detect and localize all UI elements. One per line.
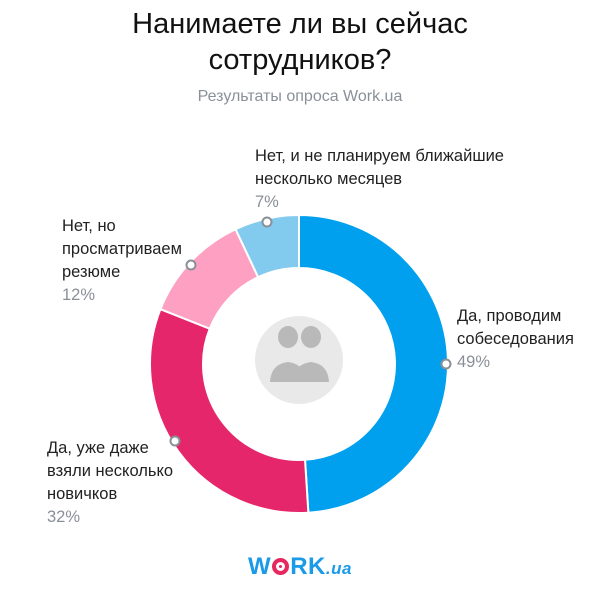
- slice-value-label: 12%: [62, 286, 96, 304]
- chart-subtitle: Результаты опроса Work.ua: [197, 88, 403, 105]
- slice-label-text: Нет, и не планируем ближайшие: [255, 147, 504, 165]
- slice-marker-dot: [185, 259, 197, 271]
- slice-label-not-planning: Нет, и не планируем ближайшие несколько …: [255, 145, 504, 214]
- slice-label-text: резюме: [62, 263, 121, 281]
- chart-title-line-1: Нанимаете ли вы сейчас: [132, 8, 468, 40]
- slice-label-text: собеседования: [457, 330, 574, 348]
- slice-marker-dot: [261, 216, 273, 228]
- two-people-icon: [255, 316, 343, 404]
- slice-marker-dot: [169, 435, 181, 447]
- slice-label-text: Нет, но: [62, 217, 116, 235]
- slice-label-text: взяли несколько: [47, 462, 174, 480]
- chart-title: Нанимаете ли вы сейчас сотрудников?: [0, 6, 600, 78]
- slice-label-hired: Да, уже даже взяли несколько новичков 32…: [47, 437, 173, 529]
- slice-label-text: Да, уже даже: [47, 439, 149, 457]
- slice-value-label: 7%: [255, 193, 279, 211]
- slice-value-label: 32%: [47, 508, 81, 526]
- slice-interviewing: [298, 213, 449, 514]
- slice-hired: [149, 307, 310, 514]
- chart-title-line-2: сотрудников?: [208, 44, 392, 76]
- slice-label-text: несколько месяцев: [255, 170, 403, 188]
- slice-label-interviewing: Да, проводим собеседования 49%: [457, 305, 574, 374]
- slice-label-reviewing: Нет, но просматриваем резюме 12%: [62, 215, 182, 307]
- slice-label-text: просматриваем: [62, 240, 182, 258]
- logo-domain: .ua: [325, 559, 352, 578]
- logo-text: RK: [290, 553, 326, 580]
- slice-label-text: Да, проводим: [457, 307, 562, 325]
- slice-value-label: 49%: [457, 353, 491, 371]
- logo-o-icon: [272, 558, 290, 575]
- work-ua-logo: W RK.ua: [0, 553, 600, 581]
- slice-label-text: новичков: [47, 485, 118, 503]
- logo-text: W: [248, 553, 272, 580]
- slice-marker-dot: [440, 358, 452, 370]
- slice-not-planning: [234, 213, 300, 279]
